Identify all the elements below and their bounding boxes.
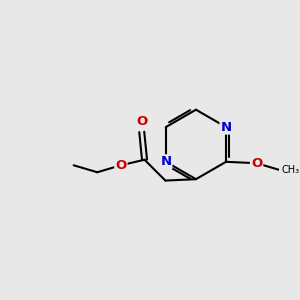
Text: N: N bbox=[160, 155, 171, 168]
Text: O: O bbox=[251, 157, 262, 170]
Text: O: O bbox=[115, 159, 127, 172]
Text: O: O bbox=[136, 115, 147, 128]
Text: N: N bbox=[220, 121, 232, 134]
Text: CH₃: CH₃ bbox=[282, 165, 300, 175]
